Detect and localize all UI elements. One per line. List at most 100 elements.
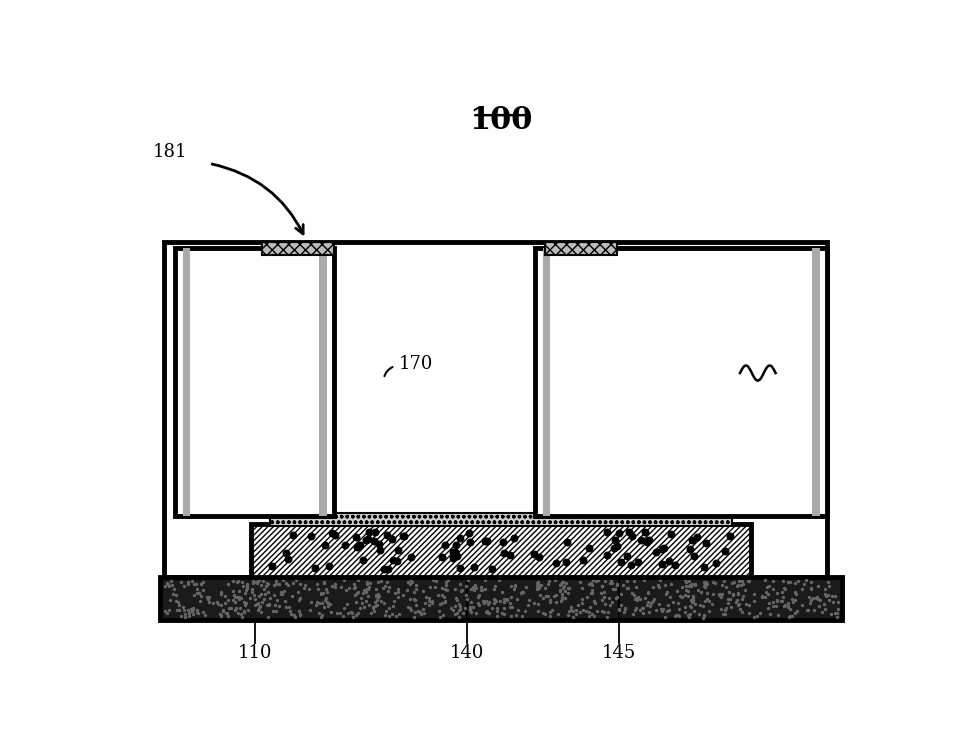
Point (531, 588, 547, 600)
Point (546, 575, 562, 587)
Point (611, 528, 626, 540)
Point (554, 576, 570, 588)
Point (681, 611, 697, 623)
Point (490, 574, 506, 586)
Point (360, 590, 375, 603)
Point (824, 590, 839, 603)
Point (341, 582, 357, 594)
Point (452, 562, 468, 574)
Point (828, 607, 844, 619)
Point (424, 594, 440, 606)
Point (480, 597, 495, 609)
Point (309, 596, 324, 608)
Point (696, 578, 711, 590)
Point (773, 595, 788, 607)
Point (684, 590, 700, 602)
Point (674, 581, 690, 593)
Point (451, 532, 467, 544)
Point (529, 583, 544, 595)
Point (526, 548, 541, 560)
Point (626, 604, 642, 616)
Point (539, 590, 555, 602)
Point (609, 591, 624, 603)
Point (279, 579, 295, 591)
Point (348, 609, 363, 621)
Point (827, 606, 842, 618)
Point (379, 576, 395, 588)
Point (658, 588, 673, 600)
Point (292, 578, 308, 590)
Point (273, 588, 288, 600)
Bar (164, 242, 827, 577)
Point (503, 591, 519, 603)
Point (267, 600, 282, 612)
Point (735, 590, 750, 602)
Point (695, 612, 710, 624)
Point (378, 606, 394, 618)
Point (550, 608, 566, 620)
Bar (251, 525, 750, 577)
Point (537, 590, 553, 602)
Point (269, 593, 284, 606)
Point (509, 593, 525, 606)
Point (712, 603, 728, 615)
Point (279, 553, 295, 565)
Point (346, 582, 361, 594)
Point (462, 604, 478, 616)
Point (233, 608, 248, 620)
Point (802, 581, 818, 593)
Point (578, 590, 594, 603)
Point (713, 591, 729, 603)
Point (451, 600, 467, 612)
Point (701, 595, 716, 607)
Point (452, 584, 468, 596)
Point (184, 606, 199, 618)
Point (486, 583, 501, 595)
Point (331, 606, 347, 618)
Point (474, 584, 489, 596)
Point (713, 588, 729, 600)
Point (390, 591, 405, 603)
Point (355, 554, 370, 566)
Point (731, 603, 746, 615)
Point (541, 575, 557, 587)
Point (290, 593, 306, 606)
Point (530, 578, 545, 590)
Point (390, 586, 405, 598)
Point (784, 610, 799, 622)
Point (680, 585, 696, 597)
Point (811, 594, 827, 606)
Point (249, 577, 265, 589)
Point (609, 579, 624, 591)
Point (164, 578, 180, 590)
Point (311, 596, 326, 609)
Point (447, 600, 463, 612)
Point (246, 599, 262, 611)
Point (638, 599, 654, 611)
Point (628, 592, 644, 604)
Point (558, 577, 573, 589)
Point (420, 592, 436, 604)
Point (283, 590, 299, 602)
Point (384, 600, 400, 612)
Point (816, 603, 831, 615)
Point (724, 588, 740, 600)
Point (321, 598, 337, 610)
Point (572, 606, 587, 618)
Point (352, 602, 367, 614)
Point (462, 601, 478, 613)
Point (494, 536, 510, 548)
Point (180, 578, 195, 590)
Point (653, 544, 668, 556)
Point (554, 576, 570, 588)
Point (645, 581, 660, 593)
Point (729, 587, 744, 600)
Point (698, 575, 713, 587)
Point (697, 581, 712, 593)
Point (717, 608, 733, 620)
Point (590, 574, 606, 586)
Point (370, 575, 386, 587)
Point (360, 583, 375, 595)
Point (323, 606, 339, 618)
Point (176, 604, 191, 616)
